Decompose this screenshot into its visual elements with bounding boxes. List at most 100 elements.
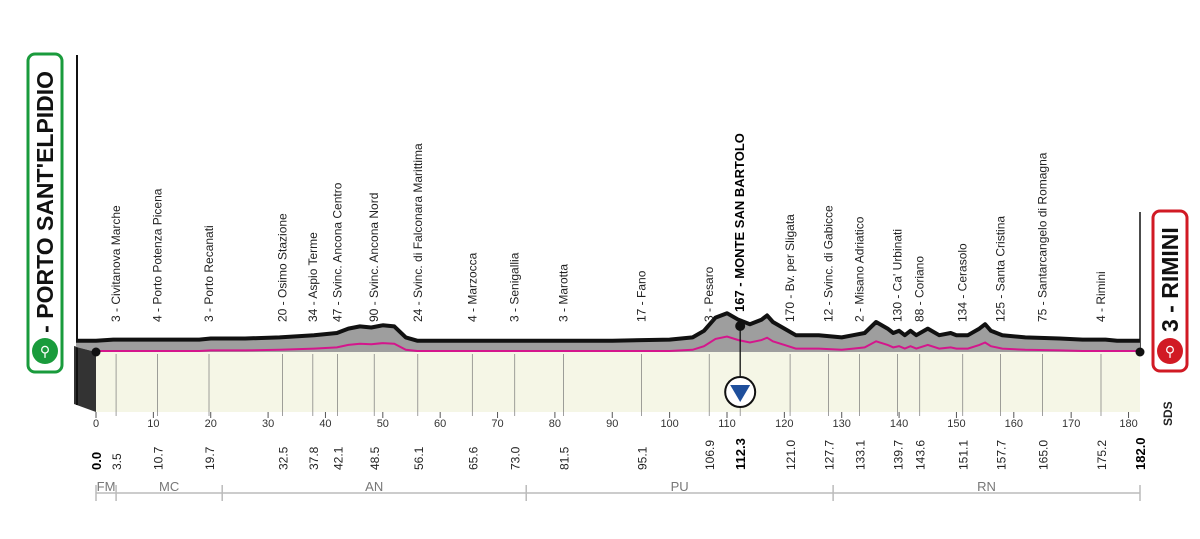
waypoint-label-14: 170 - Bv. per Sligata <box>783 214 797 322</box>
km-label-9: 65.6 <box>466 446 480 470</box>
x-tick-label-1: 10 <box>147 418 159 430</box>
x-tick-label-12: 120 <box>775 418 793 430</box>
waypoint-label-6: 90 - Svinc. Ancona Nord <box>367 193 381 322</box>
profile-area <box>76 313 1140 352</box>
gpm-triangle-icon <box>730 385 751 402</box>
finish-badge-frame <box>1151 209 1189 373</box>
gpm-marker <box>724 321 757 408</box>
profile-base <box>74 55 1141 412</box>
waypoint-label-12: 3 - Pesaro <box>702 266 716 322</box>
start-city-name: 6 - PORTO SANT'ELPIDIO <box>32 71 58 352</box>
waypoint-label-16: 2 - Misano Adriatico <box>853 216 867 322</box>
waypoint-label-9: 3 - Senigallia <box>508 252 522 322</box>
x-tick-label-3: 30 <box>262 418 274 430</box>
x-tick-label-8: 80 <box>549 418 561 430</box>
start-badge-frame <box>26 52 64 374</box>
km-label-23: 175.2 <box>1095 440 1109 470</box>
km-label-7: 48.5 <box>368 446 382 470</box>
region-bar: FM MC AN PU RN <box>95 479 1141 501</box>
x-tick-label-18: 180 <box>1119 418 1137 430</box>
start-badge: 6 - PORTO SANT'ELPIDIO ⚲ <box>26 52 64 374</box>
km-label-3: 19.7 <box>203 446 217 470</box>
km-label-1: 3.5 <box>110 453 124 470</box>
km-labels: 0.0 3.5 10.7 19.7 32.5 37.8 42.1 48.5 56.1 65.6 73… <box>89 437 1148 470</box>
km-label-8: 56.1 <box>412 446 426 470</box>
waypoint-label-22: 4 - Rimini <box>1094 271 1108 322</box>
waypoint-label-2: 3 - Porto Recanati <box>202 225 216 322</box>
x-tick-label-9: 90 <box>606 418 618 430</box>
waypoint-label-5: 47 - Svinc. Ancona Centro <box>331 182 345 322</box>
finish-cyclist-icon <box>1157 338 1183 364</box>
km-label-22: 165.0 <box>1037 440 1051 470</box>
km-label-5: 37.8 <box>307 446 321 470</box>
km-label-17: 133.1 <box>854 440 868 470</box>
x-tick-label-6: 60 <box>434 418 446 430</box>
region-label-0: FM <box>97 479 116 494</box>
km-label-4: 32.5 <box>276 446 290 470</box>
gpm-peak-dot <box>735 321 746 331</box>
x-tick-label-11: 110 <box>718 418 736 430</box>
waypoint-label-10: 3 - Marotta <box>557 264 571 322</box>
km-label-11: 81.5 <box>558 446 572 470</box>
x-tick-label-0: 0 <box>93 418 99 430</box>
waypoint-label-3: 20 - Osimo Stazione <box>275 213 289 322</box>
waypoint-label-11: 17 - Fano <box>635 270 649 322</box>
x-tick-label-13: 130 <box>833 418 851 430</box>
x-tick-label-10: 100 <box>660 418 678 430</box>
region-label-3: PU <box>671 479 689 494</box>
km-label-14: 112.3 <box>733 438 748 470</box>
waypoint-label-18: 88 - Coriano <box>913 256 927 322</box>
x-tick-label-2: 20 <box>205 418 217 430</box>
km-label-13: 106.9 <box>703 440 717 470</box>
waypoint-label-15: 12 - Svinc. di Gabicce <box>822 205 836 322</box>
x-tick-label-4: 40 <box>319 418 331 430</box>
finish-bike-glyph: ⚲ <box>1165 344 1175 360</box>
ground-side <box>74 346 96 412</box>
elevation-profile <box>76 311 1145 357</box>
region-label-2: AN <box>365 479 383 494</box>
km-label-10: 73.0 <box>509 446 523 470</box>
waypoint-label-0: 3 - Civitanova Marche <box>109 205 123 322</box>
waypoint-label-17: 130 - Ca' Urbinati <box>890 229 904 322</box>
km-label-2: 10.7 <box>151 446 165 470</box>
km-label-24: 182.0 <box>1133 437 1148 470</box>
km-label-0: 0.0 <box>89 452 104 470</box>
x-tick-label-5: 50 <box>377 418 389 430</box>
km-label-16: 127.7 <box>823 440 837 470</box>
km-label-15: 121.0 <box>784 440 798 470</box>
finish-dot <box>1135 347 1145 357</box>
km-label-12: 95.1 <box>636 446 650 470</box>
finish-city-name: 3 - RIMINI <box>1157 227 1183 332</box>
x-tick-label-15: 150 <box>947 418 965 430</box>
road-line <box>96 335 1140 352</box>
x-tick-label-14: 140 <box>890 418 908 430</box>
x-tick-label-16: 160 <box>1005 418 1023 430</box>
waypoint-label-4: 34 - Aspio Terme <box>306 232 320 322</box>
start-cyclist-icon <box>32 338 58 364</box>
km-label-6: 42.1 <box>332 446 346 470</box>
start-bike-glyph: ⚲ <box>40 344 50 360</box>
waypoint-label-1: 4 - Porto Potenza Picena <box>150 188 164 322</box>
x-tick-label-7: 70 <box>491 418 503 430</box>
km-label-18: 139.7 <box>891 440 905 470</box>
km-label-21: 157.7 <box>995 440 1009 470</box>
waypoint-labels: 3 - Civitanova Marche 4 - Porto Potenza P… <box>109 133 1108 322</box>
profile-top-line <box>76 311 1140 343</box>
waypoint-label-19: 134 - Cerasolo <box>956 243 970 322</box>
x-tick-label-17: 170 <box>1062 418 1080 430</box>
region-label-4: RN <box>977 479 996 494</box>
region-label-1: MC <box>159 479 179 494</box>
waypoint-label-21: 75 - Santarcangelo di Romagna <box>1036 152 1050 322</box>
km-label-19: 143.6 <box>914 440 928 470</box>
brand-logo: SDS <box>1161 401 1175 426</box>
waypoint-label-7: 24 - Svinc. di Falconara Marittima <box>411 143 425 322</box>
km-label-20: 151.1 <box>957 440 971 470</box>
waypoint-label-13: 167 - MONTE SAN BARTOLO <box>732 133 747 312</box>
ground-band <box>96 352 1140 412</box>
finish-badge: 3 - RIMINI ⚲ <box>1151 209 1189 373</box>
start-dot <box>91 347 101 357</box>
x-axis-ticks: 0 10 20 30 40 50 60 70 80 90 100 110 120 130 140 150 160… <box>93 412 1138 430</box>
waypoint-label-20: 125 - Santa Cristina <box>994 216 1008 322</box>
